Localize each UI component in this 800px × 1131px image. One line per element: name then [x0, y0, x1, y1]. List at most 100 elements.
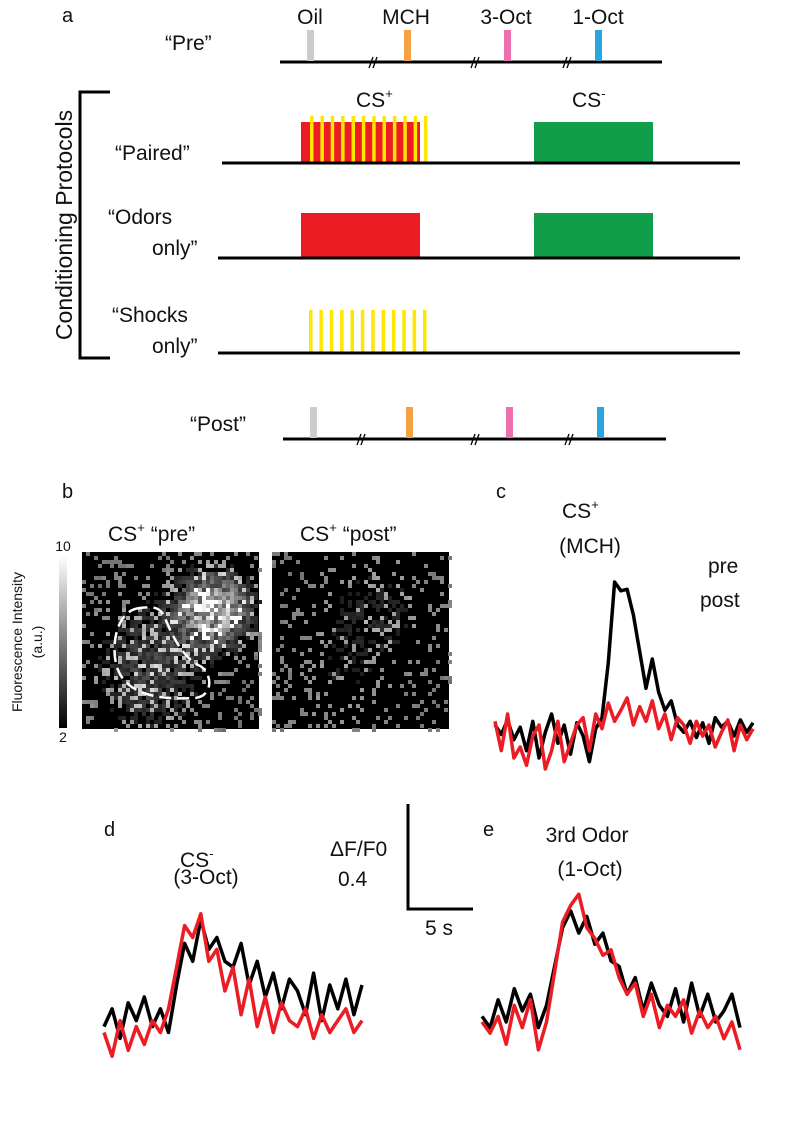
image-pixel [276, 696, 280, 700]
image-pixel [118, 592, 122, 596]
image-pixel [86, 552, 90, 556]
image-pixel [142, 652, 146, 656]
image-pixel [174, 604, 178, 608]
image-pixel [360, 616, 364, 620]
image-pixel [198, 600, 202, 604]
image-pixel [106, 692, 110, 696]
image-pixel [242, 656, 246, 660]
image-pixel [82, 624, 86, 628]
image-pixel [250, 576, 254, 580]
image-pixel [106, 580, 110, 584]
image-pixel [182, 668, 186, 672]
image-pixel [356, 612, 360, 616]
image-pixel [250, 632, 254, 636]
image-pixel [440, 592, 444, 596]
image-pixel [372, 688, 376, 692]
image-pixel [114, 652, 118, 656]
image-pixel [432, 612, 436, 616]
image-pixel [94, 608, 98, 612]
image-pixel [226, 648, 230, 652]
image-pixel [182, 560, 186, 564]
image-pixel [182, 680, 186, 684]
image-pixel [122, 640, 126, 644]
image-pixel [170, 568, 174, 572]
image-pixel [198, 592, 202, 596]
image-pixel [392, 612, 396, 616]
image-pixel [158, 656, 162, 660]
pre-1oct-mark [595, 30, 602, 61]
image-pixel [154, 700, 158, 704]
panel-c-subtitle: (MCH) [559, 535, 621, 558]
image-pixel [190, 640, 194, 644]
image-pixel [380, 628, 384, 632]
image-pixel [198, 644, 202, 648]
image-pixel [194, 552, 198, 556]
image-pixel [178, 648, 182, 652]
image-pixel [234, 580, 238, 584]
image-pixel [182, 576, 186, 580]
image-pixel [336, 628, 340, 632]
image-pixel [428, 648, 432, 652]
image-pixel [186, 600, 190, 604]
image-pixel [194, 576, 198, 580]
image-pixel [178, 664, 182, 668]
image-pixel [190, 652, 194, 656]
image-pixel [166, 672, 170, 676]
image-pixel [250, 636, 254, 640]
image-pixel [154, 676, 158, 680]
image-pixel [126, 644, 130, 648]
image-pixel [384, 628, 388, 632]
scale-bar-x-label: 5 s [425, 917, 453, 940]
image-pixel [190, 620, 194, 624]
image-pixel [122, 604, 126, 608]
image-pixel [348, 628, 352, 632]
image-pixel [234, 628, 238, 632]
image-pixel [114, 648, 118, 652]
image-pixel [300, 652, 304, 656]
image-pixel [130, 692, 134, 696]
image-pixel [210, 664, 214, 668]
image-pixel [206, 612, 210, 616]
image-pixel [198, 560, 202, 564]
shock-pulse [371, 310, 375, 353]
image-pixel [238, 592, 242, 596]
image-pixel [400, 604, 404, 608]
image-pixel [360, 600, 364, 604]
image-pixel [388, 596, 392, 600]
image-pixel [162, 608, 166, 612]
image-pixel [90, 584, 94, 588]
image-pixel [134, 708, 138, 712]
image-pixel [218, 584, 222, 588]
image-pixel [328, 592, 332, 596]
image-pixel [130, 628, 134, 632]
image-pixel [214, 564, 218, 568]
image-pixel [106, 688, 110, 692]
image-pixel [226, 616, 230, 620]
image-pixel [300, 576, 304, 580]
image-pixel [198, 608, 202, 612]
image-pixel [142, 632, 146, 636]
image-pixel [170, 632, 174, 636]
image-pixel [126, 628, 130, 632]
image-pixel [174, 616, 178, 620]
image-pixel [412, 684, 416, 688]
image-pixel [214, 620, 218, 624]
image-pixel [230, 648, 234, 652]
image-pixel [300, 612, 304, 616]
image-pixel [368, 584, 372, 588]
image-pixel [210, 660, 214, 664]
image-pixel [162, 656, 166, 660]
image-pixel [190, 692, 194, 696]
image-pixel [142, 656, 146, 660]
image-pixel [142, 648, 146, 652]
image-pixel [174, 680, 178, 684]
image-pixel [170, 708, 174, 712]
image-pixel [146, 648, 150, 652]
image-pixel [110, 684, 114, 688]
image-pixel [412, 552, 416, 556]
image-pixel [242, 632, 246, 636]
odors-only-protocol: “Odors only” [108, 206, 740, 260]
image-pixel [162, 676, 166, 680]
image-pixel [182, 628, 186, 632]
image-pixel [138, 656, 142, 660]
